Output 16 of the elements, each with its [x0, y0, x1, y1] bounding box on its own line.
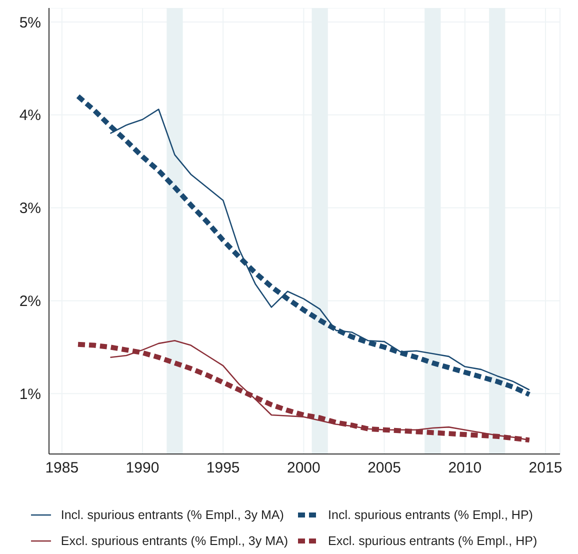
y-tick-label: 5% — [19, 14, 41, 32]
x-tick-label: 1985 — [45, 460, 79, 477]
y-tick-label: 4% — [19, 107, 41, 124]
x-tick-label: 1995 — [206, 460, 240, 477]
legend-label: Incl. spurious entrants (% Empl., 3y MA) — [60, 508, 284, 522]
legend-label: Excl. spurious entrants (% Empl., 3y MA) — [60, 534, 288, 548]
y-tick-label: 3% — [19, 200, 41, 218]
x-tick-label: 2010 — [448, 460, 482, 477]
x-tick-label: 2000 — [287, 460, 320, 477]
y-tick-label: 2% — [19, 293, 41, 310]
legend-label: Incl. spurious entrants (% Empl., HP) — [328, 508, 533, 522]
x-tick-label: 2005 — [368, 460, 401, 477]
y-tick-label: 1% — [19, 386, 41, 403]
x-tick-label: 2015 — [528, 460, 562, 477]
legend-label: Excl. spurious entrants (% Empl., HP) — [328, 534, 538, 548]
x-tick-label: 1990 — [126, 460, 160, 477]
